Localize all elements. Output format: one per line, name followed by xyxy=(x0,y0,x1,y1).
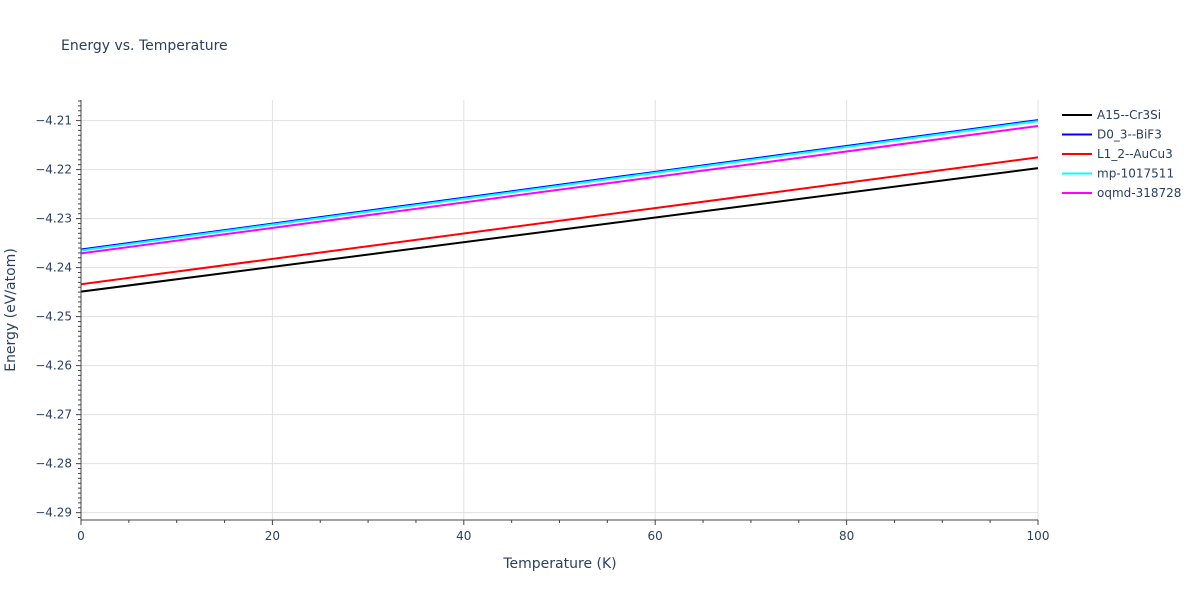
x-axis-title: Temperature (K) xyxy=(502,556,616,572)
chart-title: Energy vs. Temperature xyxy=(61,38,228,54)
legend-label: L1_2--AuCu3 xyxy=(1097,147,1173,161)
grid-lines xyxy=(81,100,1039,520)
y-tick-label: −4.27 xyxy=(35,408,72,422)
legend-item[interactable]: L1_2--AuCu3 xyxy=(1062,147,1173,161)
x-tick-label: 100 xyxy=(1027,529,1050,543)
series-line xyxy=(80,120,1039,252)
legend-label: mp-1017511 xyxy=(1097,167,1174,181)
legend-item[interactable]: mp-1017511 xyxy=(1062,167,1174,181)
x-tick-label: 0 xyxy=(77,529,85,543)
y-tick-label: −4.21 xyxy=(35,114,72,128)
legend-item[interactable]: A15--Cr3Si xyxy=(1062,108,1161,122)
legend-item[interactable]: D0_3--BiF3 xyxy=(1062,128,1162,142)
y-tick-label: −4.28 xyxy=(35,457,72,471)
y-tick-label: −4.29 xyxy=(35,506,72,520)
legend-item[interactable]: oqmd-318728 xyxy=(1062,186,1181,200)
y-axis-title: Energy (eV/atom) xyxy=(3,248,19,372)
y-tick-label: −4.22 xyxy=(35,163,72,177)
legend-label: oqmd-318728 xyxy=(1097,186,1181,200)
axes xyxy=(76,100,1039,525)
x-tick-label: 20 xyxy=(265,529,280,543)
x-tick-label: 80 xyxy=(839,529,854,543)
series-line xyxy=(80,167,1039,293)
legend-label: D0_3--BiF3 xyxy=(1097,128,1162,142)
x-tick-label: 60 xyxy=(648,529,663,543)
legend[interactable]: A15--Cr3Si D0_3--BiF3 L1_2--AuCu3 mp-101751… xyxy=(1062,108,1181,200)
legend-label: A15--Cr3Si xyxy=(1097,108,1161,122)
y-tick-label: −4.24 xyxy=(35,261,72,275)
tick-labels: 0 20 40 60 80 100 −4.29 −4.28 −4.27 −4.26 −4.25 −4.… xyxy=(35,114,1049,543)
series-line xyxy=(80,124,1039,255)
x-tick-label: 40 xyxy=(456,529,471,543)
y-tick-label: −4.23 xyxy=(35,212,72,226)
y-tick-label: −4.25 xyxy=(35,310,72,324)
y-tick-label: −4.26 xyxy=(35,359,72,373)
plot-area xyxy=(80,119,1039,293)
series-line xyxy=(80,156,1039,286)
